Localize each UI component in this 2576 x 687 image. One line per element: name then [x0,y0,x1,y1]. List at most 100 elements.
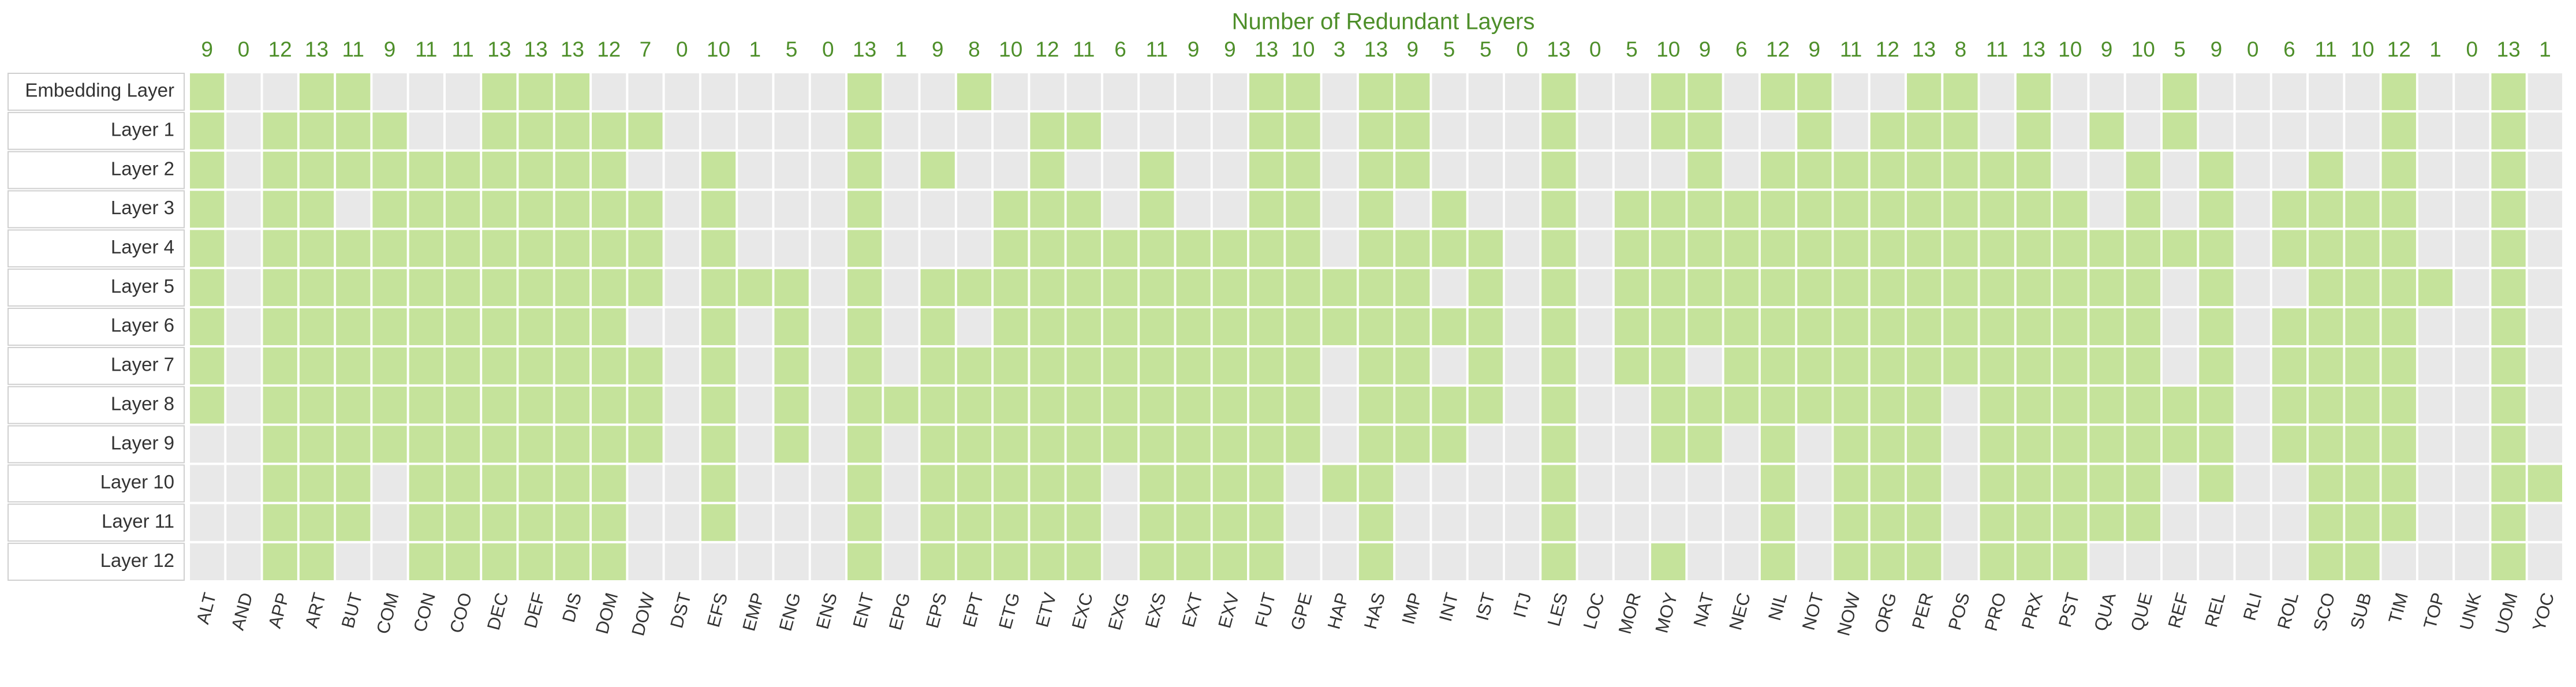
cell [1834,543,1868,580]
cell [1578,543,1612,580]
row-label-box [8,503,185,542]
x-tick-label: ITJ [1509,591,1535,620]
cell [226,112,261,150]
cell [884,269,919,307]
cell [1541,151,1576,189]
cell [957,230,992,267]
x-tick-label: ETG [995,591,1024,632]
cell [1943,151,1978,189]
cell [774,543,809,580]
x-tick-label: FUT [1251,591,1279,629]
cell [1249,504,1284,542]
cell [1834,308,1868,345]
cell [1578,151,1612,189]
cell [1834,151,1868,189]
cell [811,504,845,542]
cell [2199,151,2234,189]
cell [1140,504,1174,542]
cell [592,465,626,502]
cell [1760,425,1795,463]
cell [2126,543,2160,580]
cell [2345,465,2380,502]
cell [1286,151,1320,189]
cell [2162,230,2197,267]
cell [1030,425,1065,463]
cell [2345,191,2380,228]
cell [1030,191,1065,228]
cell [2528,151,2562,189]
cell [1760,230,1795,267]
cell [701,151,736,189]
cell [2126,191,2160,228]
x-tick-label: HAS [1360,591,1389,632]
cell [1432,504,1466,542]
cell [1541,191,1576,228]
column-total: 10 [2350,38,2374,61]
cell [1066,269,1101,307]
row-label-box [8,425,185,464]
cell [1541,386,1576,424]
cell [884,504,919,542]
x-tick-label: DST [666,591,695,630]
row-label: Layer 4 [111,236,174,257]
column-total: 1 [749,38,761,61]
cell [664,543,699,580]
cell [299,73,334,110]
column-total: 12 [2387,38,2411,61]
cell [664,504,699,542]
x-tick-label: SUB [2346,591,2375,632]
cell [518,347,553,384]
cell [811,112,845,150]
cell [1358,425,1394,463]
cell [1504,347,1540,384]
cell [518,112,553,150]
cell [1870,504,1905,542]
cell [1395,112,1430,150]
cell [1176,308,1211,345]
cell [2235,73,2270,110]
cell [994,308,1028,345]
cell [2272,504,2307,542]
cell [2491,386,2526,424]
cell [2381,73,2416,110]
cell [2089,112,2124,150]
cell [1103,269,1138,307]
cell [2309,151,2343,189]
cell [226,269,261,307]
cell [1980,269,2014,307]
cell [1066,543,1101,580]
cell [2381,230,2416,267]
cell [2162,308,2197,345]
cell [884,308,919,345]
cell [884,230,919,267]
cell [1432,347,1466,384]
cell [1066,308,1101,345]
row-label-box [8,308,185,346]
cell [1358,151,1394,189]
column-total: 1 [2539,38,2551,61]
cell [884,386,919,424]
cell [1212,151,1248,189]
cell [664,191,699,228]
cell [1797,386,1832,424]
cell [2528,230,2562,267]
cell [1797,269,1832,307]
cell [2162,151,2197,189]
cell [1760,347,1795,384]
cell [1212,543,1248,580]
cell [884,112,919,150]
cell [884,465,919,502]
x-tick-label: LES [1544,591,1572,629]
cell [738,269,772,307]
cell [1834,425,1868,463]
column-total: 11 [1986,38,2008,61]
cell [1395,543,1430,580]
cell [518,465,553,502]
cell [1504,504,1540,542]
cell [2126,269,2160,307]
cell [1614,151,1649,189]
cell [847,269,882,307]
chart-title: Number of Redundant Layers [1232,9,1535,35]
cell [1870,269,1905,307]
